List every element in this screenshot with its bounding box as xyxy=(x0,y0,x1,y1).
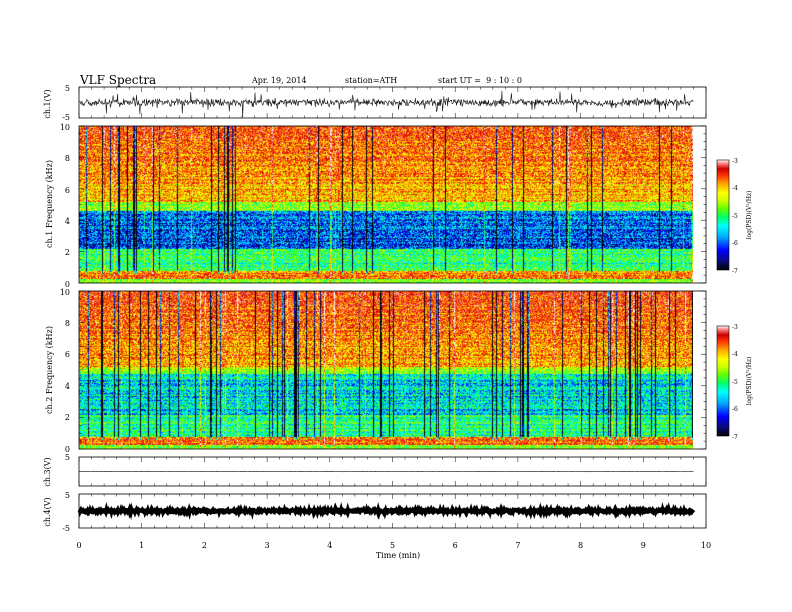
ch3-x-ticks xyxy=(78,457,707,486)
ch1-cbar-tick-3: -6 xyxy=(732,240,738,247)
ch1-spectrogram-image xyxy=(79,126,693,283)
ch1-trace xyxy=(78,90,694,118)
ch4-waveform-panel: 5 -5 ch.4(V) xyxy=(43,491,707,533)
ch1-freq-tick-4: 4 xyxy=(65,217,70,226)
ch1-freq-tick-10: 10 xyxy=(60,123,70,132)
station-label: station=ATH xyxy=(345,76,397,85)
ch4-trace xyxy=(77,501,696,520)
ch2-freq-tick-6: 6 xyxy=(65,350,70,359)
ch4-x-ticks xyxy=(78,494,707,528)
ch4-ylabel: ch.4(V) xyxy=(43,497,52,526)
ch1-x-ticks xyxy=(78,87,707,118)
figure-title: VLF Spectra xyxy=(79,73,156,87)
ch1-freq-ylabel: ch.1 Frequency (kHz) xyxy=(45,160,54,248)
ch1-ylabel: ch.1(V) xyxy=(43,89,52,118)
time-axis-label: Time (min) xyxy=(376,551,420,560)
ch1-ytick-top: 5 xyxy=(65,84,70,93)
ch1-freq-tick-8: 8 xyxy=(65,154,70,163)
ch1-colorbar-gradient xyxy=(717,160,729,270)
ch1-freq-tick-2: 2 xyxy=(65,248,70,257)
start-time-label: start UT = 9 : 10 : 0 xyxy=(438,76,522,85)
time-tick-label: 2 xyxy=(202,541,207,550)
ch1-freq-tick-6: 6 xyxy=(65,186,70,195)
time-tick-label: 8 xyxy=(578,541,583,550)
ch1-freq-tick-0: 0 xyxy=(65,280,70,289)
ch1-cbar-label: log(PSD)(V²/Hz) xyxy=(746,191,753,240)
time-tick-label: 6 xyxy=(453,541,458,550)
ch3-waveform-panel: 5 ch.3(V) xyxy=(43,453,707,487)
ch2-freq-tick-10: 10 xyxy=(60,288,70,297)
ch2-spectrogram-ticks xyxy=(79,290,706,450)
ch3-ytick-top: 5 xyxy=(65,453,70,462)
ch2-freq-ylabel: ch.2 Frequency (kHz) xyxy=(45,326,54,414)
ch1-spectrogram-ticks xyxy=(79,125,706,284)
ch2-freq-tick-8: 8 xyxy=(65,319,70,328)
ch2-freq-tick-0: 0 xyxy=(65,445,70,454)
time-tick-label: 3 xyxy=(265,541,270,550)
ch3-ylabel: ch.3(V) xyxy=(43,457,52,486)
ch2-cbar-tick-4: -7 xyxy=(732,434,738,441)
ch2-cbar-tick-2: -5 xyxy=(732,379,738,386)
time-tick-label: 5 xyxy=(390,541,395,550)
ch1-cbar-tick-1: -4 xyxy=(732,185,738,192)
ch1-spectrogram-panel: 0 2 4 6 8 10 ch.1 Frequency (kHz) xyxy=(45,123,707,289)
ch2-freq-tick-4: 4 xyxy=(65,382,70,391)
ch2-colorbar-gradient xyxy=(717,326,729,436)
ch1-cbar-tick-2: -5 xyxy=(732,213,738,220)
ch4-ytick-bottom: -5 xyxy=(62,524,70,533)
ch2-freq-tick-2: 2 xyxy=(65,413,70,422)
ch1-cbar-tick-4: -7 xyxy=(732,268,738,275)
ch2-cbar-tick-0: -3 xyxy=(732,324,738,331)
time-tick-label: 4 xyxy=(327,541,332,550)
ch4-ytick-top: 5 xyxy=(65,491,70,500)
time-tick-label: 9 xyxy=(641,541,646,550)
date-label: Apr. 19, 2014 xyxy=(251,76,307,85)
time-tick-label: 7 xyxy=(515,541,520,550)
ch1-colorbar: -3 -4 -5 -6 -7 log(PSD)(V²/Hz) xyxy=(716,158,753,275)
ch2-colorbar: -3 -4 -5 -6 -7 log(PSD)(V²/Hz) xyxy=(716,324,753,441)
time-axis: 0 1 2 3 4 5 6 7 8 9 10 xyxy=(76,541,711,550)
ch2-cbar-tick-1: -4 xyxy=(732,351,738,358)
ch1-ytick-bottom: -5 xyxy=(62,113,70,122)
time-tick-label: 10 xyxy=(701,541,711,550)
ch3-trace xyxy=(78,470,694,473)
ch2-cbar-label: log(PSD)(V²/Hz) xyxy=(746,357,753,406)
time-tick-label: 1 xyxy=(139,541,144,550)
ch1-cbar-tick-0: -3 xyxy=(732,158,738,165)
ch1-waveform-panel: 5 -5 ch.1(V) xyxy=(43,84,707,122)
ch2-spectrogram-image xyxy=(79,291,693,449)
time-tick-label: 0 xyxy=(76,541,81,550)
ch2-spectrogram-panel: 0 2 4 6 8 10 ch.2 Frequency (kHz) xyxy=(45,288,707,454)
ch2-cbar-tick-3: -6 xyxy=(732,406,738,413)
